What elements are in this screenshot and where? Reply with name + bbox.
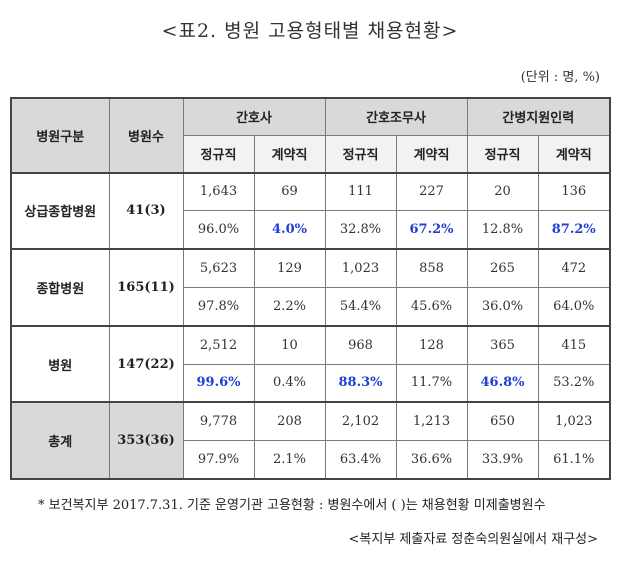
- percent-cell: 4.0%: [253, 210, 326, 250]
- row-label: 총계: [10, 401, 110, 480]
- subheader-regular: 정규직: [182, 134, 255, 174]
- percent-cell: 33.9%: [466, 440, 539, 480]
- table-title: <표2. 병원 고용형태별 채용현황>: [161, 20, 459, 42]
- percent-cell: 63.4%: [324, 440, 397, 480]
- header-nurse: 간호사: [182, 97, 326, 136]
- count-cell: 2,102: [324, 401, 397, 442]
- percent-cell: 61.1%: [537, 440, 611, 480]
- percent-cell: 46.8%: [466, 363, 539, 403]
- hospital-count: 353(36): [108, 401, 184, 480]
- count-cell: 968: [324, 324, 397, 365]
- row-label: 병원: [10, 324, 110, 403]
- count-cell: 1,213: [395, 401, 468, 442]
- percent-cell: 36.0%: [466, 286, 539, 327]
- row-label: 상급종합병원: [10, 171, 110, 250]
- percent-cell: 32.8%: [324, 210, 397, 250]
- count-cell: 128: [395, 324, 468, 365]
- count-cell: 365: [466, 324, 539, 365]
- subheader-contract: 계약직: [253, 134, 326, 174]
- count-cell: 227: [395, 171, 468, 212]
- table-row: 총계 353(36) 9,778 208 2,102 1,213 650 1,023: [10, 401, 611, 480]
- count-cell: 208: [253, 401, 326, 442]
- percent-cell: 64.0%: [537, 286, 611, 327]
- count-cell: 111: [324, 171, 397, 212]
- percent-cell: 99.6%: [182, 363, 255, 403]
- percent-cell: 97.9%: [182, 440, 255, 480]
- percent-cell: 67.2%: [395, 210, 468, 250]
- percent-cell: 36.6%: [395, 440, 468, 480]
- percent-cell: 12.8%: [466, 210, 539, 250]
- subheader-regular: 정규직: [466, 134, 539, 174]
- table-row: 99.6% 0.4% 88.3% 11.7% 46.8% 53.2%: [11, 363, 611, 403]
- employment-table: 병원구분 병원수 간호사 간호조무사 간병지원인력 정규직 계약직 정규직 계약…: [10, 97, 612, 480]
- count-cell: 1,023: [324, 248, 397, 288]
- count-cell: 69: [253, 171, 326, 212]
- header-hospital-type: 병원구분: [10, 97, 110, 174]
- subheader-contract: 계약직: [395, 134, 468, 174]
- count-cell: 1,643: [182, 171, 255, 212]
- subheader-regular: 정규직: [324, 134, 397, 174]
- table-row: 97.8% 2.2% 54.4% 45.6% 36.0% 64.0%: [11, 286, 611, 327]
- header-care-support: 간병지원인력: [466, 97, 611, 136]
- percent-cell: 2.1%: [253, 440, 326, 480]
- count-cell: 472: [537, 248, 611, 288]
- percent-cell: 53.2%: [537, 363, 611, 403]
- table-row: 96.0% 4.0% 32.8% 67.2% 12.8% 87.2%: [11, 210, 611, 250]
- table-row: 병원 147(22) 2,512 10 968 128 365 415: [10, 324, 611, 403]
- percent-cell: 96.0%: [182, 210, 255, 250]
- footnote: * 보건복지부 2017.7.31. 기준 운영기관 고용현황 : 병원수에서 …: [38, 498, 546, 513]
- count-cell: 1,023: [537, 401, 611, 442]
- header-nurse-aide: 간호조무사: [324, 97, 468, 136]
- count-cell: 858: [395, 248, 468, 288]
- percent-cell: 11.7%: [395, 363, 468, 403]
- hospital-count: 147(22): [108, 324, 184, 403]
- hospital-count: 41(3): [108, 171, 184, 250]
- count-cell: 650: [466, 401, 539, 442]
- unit-label: (단위 : 명, %): [520, 70, 600, 85]
- percent-cell: 97.8%: [182, 286, 255, 327]
- percent-cell: 88.3%: [324, 363, 397, 403]
- count-cell: 5,623: [182, 248, 255, 288]
- percent-cell: 0.4%: [253, 363, 326, 403]
- count-cell: 2,512: [182, 324, 255, 365]
- count-cell: 20: [466, 171, 539, 212]
- table-row: 종합병원 165(11) 5,623 129 1,023 858 265 472: [10, 248, 611, 327]
- table-row: 97.9% 2.1% 63.4% 36.6% 33.9% 61.1%: [11, 440, 611, 480]
- row-label: 종합병원: [10, 248, 110, 327]
- count-cell: 129: [253, 248, 326, 288]
- count-cell: 415: [537, 324, 611, 365]
- percent-cell: 87.2%: [537, 210, 611, 250]
- header-hospital-count: 병원수: [108, 97, 184, 174]
- percent-cell: 2.2%: [253, 286, 326, 327]
- count-cell: 9,778: [182, 401, 255, 442]
- count-cell: 265: [466, 248, 539, 288]
- percent-cell: 45.6%: [395, 286, 468, 327]
- subheader-contract: 계약직: [537, 134, 611, 174]
- count-cell: 10: [253, 324, 326, 365]
- percent-cell: 54.4%: [324, 286, 397, 327]
- hospital-count: 165(11): [108, 248, 184, 327]
- source-note: <복지부 제출자료 정춘숙의원실에서 재구성>: [348, 532, 598, 547]
- table-row: 상급종합병원 41(3) 1,643 69 111 227 20 136: [10, 171, 611, 250]
- count-cell: 136: [537, 171, 611, 212]
